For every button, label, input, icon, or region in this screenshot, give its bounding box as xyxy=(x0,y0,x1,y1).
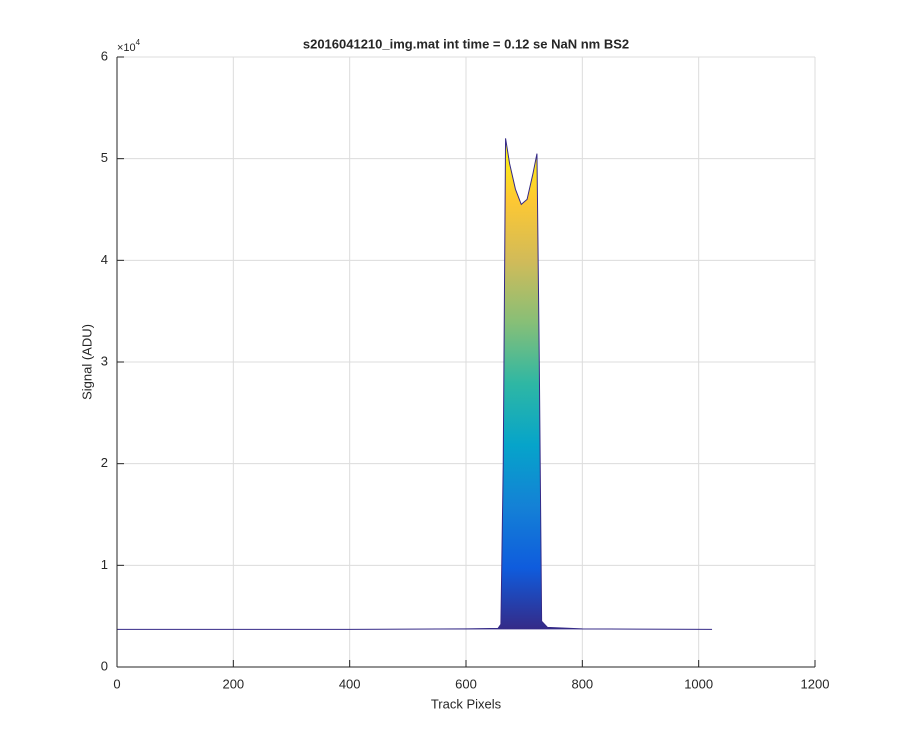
y-tick-label: 5 xyxy=(101,150,108,165)
x-tick-label: 800 xyxy=(571,676,593,691)
y-tick-label: 4 xyxy=(101,252,108,267)
x-tick-label: 200 xyxy=(222,676,244,691)
y-exponent-base: ×10 xyxy=(117,42,136,54)
x-tick-label: 1200 xyxy=(801,676,830,691)
y-exponent: ×104 xyxy=(117,38,141,54)
x-tick-label: 0 xyxy=(113,676,120,691)
y-tick-label: 0 xyxy=(101,658,108,673)
plot xyxy=(117,138,713,630)
y-tick-label: 2 xyxy=(101,455,108,470)
grid xyxy=(116,56,816,668)
y-tick-label: 1 xyxy=(101,557,108,572)
signal-line xyxy=(117,138,713,630)
x-tick-label: 1000 xyxy=(684,676,713,691)
y-axis-label: Signal (ADU) xyxy=(79,324,94,400)
x-axis-label: Track Pixels xyxy=(431,696,502,711)
x-tick-label: 400 xyxy=(339,676,361,691)
chart-title: s2016041210_img.mat int time = 0.12 se N… xyxy=(303,36,629,51)
y-tick-label: 6 xyxy=(101,48,108,63)
axes: 0 200 400 600 800 1000 1200 0 1 2 3 4 5 6 xyxy=(101,48,830,691)
y-exponent-power: 4 xyxy=(136,38,141,47)
x-tick-label: 600 xyxy=(455,676,477,691)
y-tick-label: 3 xyxy=(101,353,108,368)
